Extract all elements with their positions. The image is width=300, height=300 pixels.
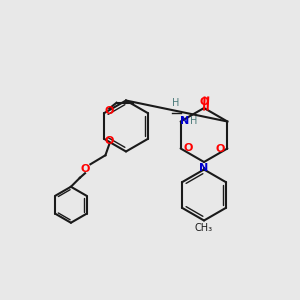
Text: O: O bbox=[105, 136, 114, 146]
Text: O: O bbox=[199, 97, 209, 107]
Text: O: O bbox=[105, 106, 114, 116]
Text: N: N bbox=[200, 163, 208, 173]
Text: O: O bbox=[80, 164, 90, 174]
Text: N: N bbox=[181, 116, 190, 127]
Text: O: O bbox=[183, 143, 193, 154]
Text: CH₃: CH₃ bbox=[195, 223, 213, 233]
Text: H: H bbox=[190, 116, 198, 127]
Text: H: H bbox=[172, 98, 179, 109]
Text: O: O bbox=[215, 143, 225, 154]
